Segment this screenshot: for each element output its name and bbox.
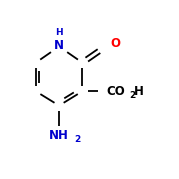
Text: CO: CO [107, 85, 125, 98]
Text: NH: NH [49, 129, 69, 142]
Text: 2: 2 [74, 135, 81, 144]
Text: H: H [134, 85, 144, 98]
Text: 2: 2 [129, 91, 135, 100]
Text: O: O [110, 37, 120, 50]
Text: N: N [54, 39, 64, 52]
Text: H: H [55, 28, 63, 37]
